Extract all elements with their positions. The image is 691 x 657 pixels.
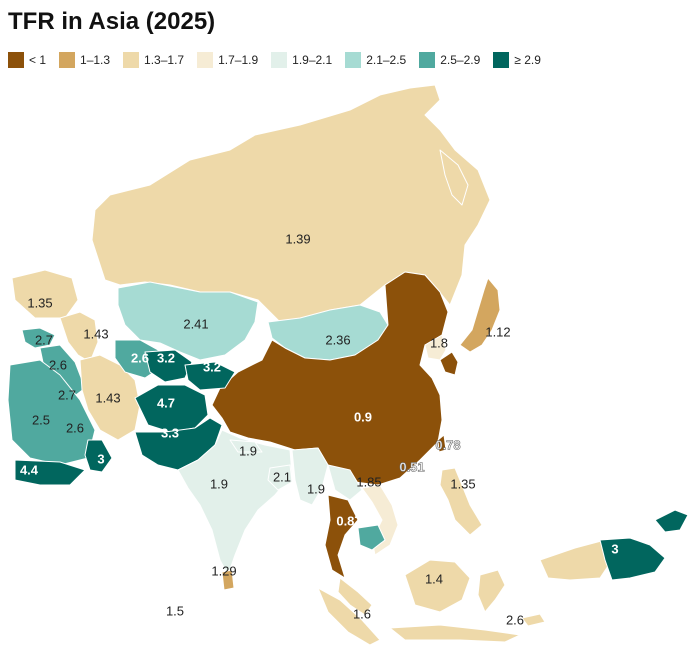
region-cambodia (357, 524, 386, 551)
legend-item-lt1: < 1 (8, 52, 46, 68)
value-label-india: 1.9 (210, 476, 228, 491)
value-label-syria: 2.7 (35, 332, 53, 347)
region-yemen (14, 459, 86, 486)
legend-swatch (8, 52, 24, 68)
value-label-western-russia: 1.35 (27, 295, 52, 310)
value-label-iran: 1.43 (95, 390, 120, 405)
value-label-sri-lanka: 1.29 (211, 563, 236, 578)
value-label-uzbekistan: 3.2 (157, 350, 175, 365)
value-label-myanmar: 1.9 (307, 481, 325, 496)
value-label-china: 0.9 (354, 409, 372, 424)
value-label-taiwan: 0.78 (435, 437, 460, 452)
region-papua-new-guinea (599, 537, 666, 581)
legend-item-1.3-1.7: 1.3–1.7 (123, 52, 184, 68)
value-label-turkey: 3 (16, 340, 23, 355)
legend-item-gte2.9: ≥ 2.9 (493, 52, 541, 68)
region-iran (79, 354, 141, 441)
value-label-turkmenistan: 2.6 (131, 350, 149, 365)
region-tajikistan (184, 361, 236, 391)
value-label-kazakhstan: 2.41 (183, 316, 208, 331)
region-malaysia (337, 577, 373, 616)
region-japan (459, 277, 501, 353)
region-indonesia-east (539, 539, 613, 581)
value-label-hong-kong: 0.51 (399, 459, 424, 474)
value-label-yemen: 4.4 (20, 462, 39, 477)
value-label-saudi-arabia: 2.5 (32, 412, 50, 427)
value-label-borneo: 1.4 (425, 571, 443, 586)
region-caucasus (59, 311, 99, 363)
region-kazakhstan (117, 281, 259, 361)
region-north-korea (424, 334, 447, 361)
value-label-oman: 3 (97, 451, 104, 466)
legend-swatch (345, 52, 362, 68)
region-png-islands (654, 509, 689, 533)
value-label-russia: 1.39 (285, 231, 310, 246)
value-label-kuwait: 2.7 (58, 387, 76, 402)
legend-item-2.5-2.9: 2.5–2.9 (419, 52, 480, 68)
value-label-philippines: 1.35 (450, 476, 475, 491)
legend-swatch (419, 52, 436, 68)
region-sulawesi (477, 569, 506, 613)
value-label-korea: 1.8 (430, 335, 448, 350)
value-label-bangladesh: 2.1 (273, 469, 291, 484)
value-label-mongolia: 2.36 (325, 332, 350, 347)
region-laos (327, 464, 363, 501)
region-timor-leste (521, 613, 546, 627)
region-sumatra (317, 587, 381, 646)
region-borneo (404, 559, 471, 613)
value-label-iraq: 2.6 (49, 357, 67, 372)
legend-label: 1–1.3 (80, 53, 111, 67)
legend-label: 2.1–2.5 (366, 53, 407, 67)
legend-swatch (123, 52, 140, 68)
legend-label: 1.7–1.9 (218, 53, 259, 67)
region-thailand (324, 494, 359, 579)
value-label-caucasus: 1.43 (83, 326, 108, 341)
map-title: TFR in Asia (2025) (8, 8, 216, 35)
value-label-laos: 1.85 (356, 474, 381, 489)
legend-label: 2.5–2.9 (440, 53, 481, 67)
region-nepal (229, 439, 263, 453)
region-afghanistan (134, 384, 209, 433)
legend-label: 1.9–2.1 (292, 53, 333, 67)
value-label-malaysia: 1.6 (353, 606, 371, 621)
legend-swatch (197, 52, 214, 68)
value-label-tajikistan: 3.2 (203, 359, 221, 374)
region-vietnam (361, 484, 399, 556)
value-label-uae: 2.6 (66, 420, 84, 435)
legend-swatch (59, 52, 76, 68)
legend-item-2.1-2.5: 2.1–2.5 (345, 52, 406, 68)
region-kamchatka (439, 149, 469, 206)
legend-label: ≥ 2.9 (514, 53, 541, 67)
region-south-korea (439, 351, 459, 376)
legend-label: 1.3–1.7 (144, 53, 185, 67)
region-taiwan (437, 434, 447, 453)
value-label-pakistan: 3.3 (161, 425, 179, 440)
value-label-japan: 1.12 (485, 324, 510, 339)
legend-swatch (271, 52, 288, 68)
region-western-russia (11, 269, 79, 319)
region-uzbekistan (144, 349, 193, 383)
legend: < 1 1–1.3 1.3–1.7 1.7–1.9 1.9–2.1 2.1–2.… (8, 52, 554, 68)
value-label-afghanistan: 4.7 (157, 395, 175, 410)
region-myanmar (291, 447, 329, 506)
region-java (389, 624, 521, 643)
legend-label: < 1 (29, 53, 47, 67)
legend-swatch (493, 52, 510, 68)
legend-item-1.9-2.1: 1.9–2.1 (271, 52, 332, 68)
legend-item-1-1.3: 1–1.3 (59, 52, 110, 68)
region-turkey (21, 327, 56, 349)
value-label-timor-leste: 2.6 (506, 612, 524, 627)
value-label-nepal: 1.9 (239, 443, 257, 458)
value-label-maldives: 1.5 (166, 603, 184, 618)
region-oman (84, 439, 113, 473)
value-label-thailand: 0.87 (336, 513, 361, 528)
legend-item-1.7-1.9: 1.7–1.9 (197, 52, 258, 68)
region-india (177, 429, 293, 576)
value-label-papua-new-guinea: 3 (611, 541, 618, 556)
region-sri-lanka (221, 569, 235, 591)
region-bangladesh (267, 464, 293, 491)
region-philippines (439, 467, 483, 536)
